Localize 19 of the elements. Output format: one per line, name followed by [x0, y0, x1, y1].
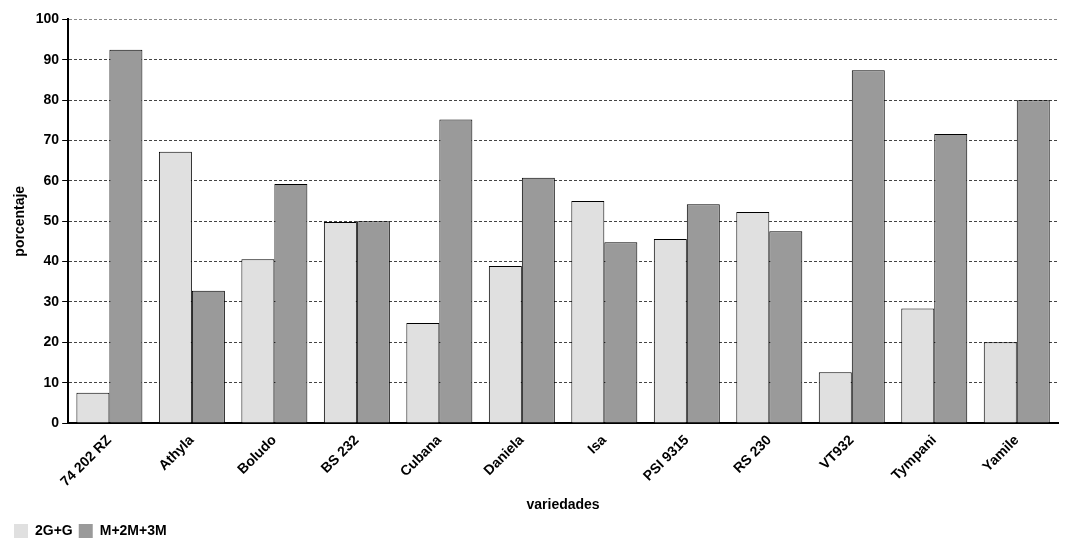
y-tick-label: 40: [43, 252, 60, 269]
y-tick-label: 80: [43, 91, 60, 107]
y-tick-label: 0: [51, 413, 60, 430]
x-tick-label: 74 202 RZ: [56, 431, 115, 490]
y-tick-label: 60: [43, 171, 60, 188]
x-tick-label: Isa: [584, 431, 610, 457]
y-tick-label: 10: [43, 373, 60, 390]
y-tick-label: 90: [43, 50, 60, 67]
x-tick-label: BS 232: [317, 431, 362, 476]
y-tick-label: 30: [43, 292, 60, 309]
y-tick-label: 50: [43, 212, 60, 229]
y-tick-label: 70: [43, 131, 60, 148]
y-axis-title: porcentaje: [11, 185, 28, 257]
legend-label: M+2M+3M: [99, 521, 167, 538]
x-tick-label: RS 230: [729, 431, 775, 476]
legend-label: 2G+G: [35, 521, 73, 538]
y-tick-label: 20: [43, 333, 60, 350]
y-tick-label: 100: [35, 10, 60, 27]
x-axis-title: variedades: [526, 496, 600, 513]
